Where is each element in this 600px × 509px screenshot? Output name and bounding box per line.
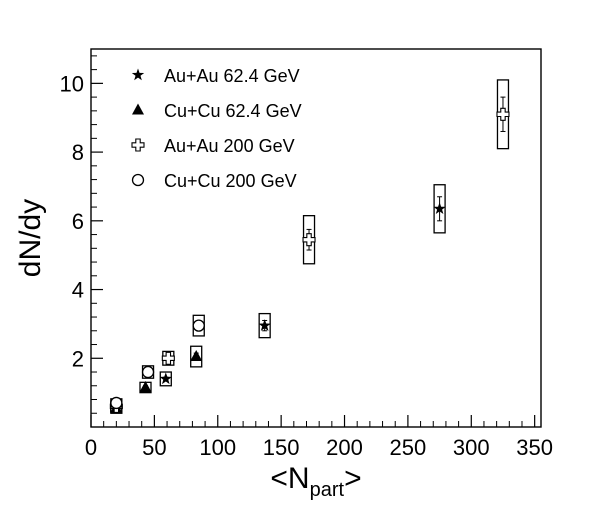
- data-point-s1-p2: [190, 345, 203, 368]
- marker-s3-p1: [141, 365, 155, 379]
- legend-marker-3: [131, 173, 145, 187]
- data-point-s3-p2: [192, 314, 205, 337]
- legend-label-2: Au+Au 200 GeV: [164, 136, 295, 156]
- legend-marker-0: [131, 68, 145, 81]
- data-point-s2-p1: [161, 350, 175, 366]
- sys-error-box-s0-p3: [433, 184, 446, 234]
- x-tick-label-2: 100: [199, 435, 236, 460]
- data-point-s3-p0: [110, 396, 123, 410]
- legend-label-1: Cu+Cu 62.4 GeV: [164, 101, 302, 121]
- x-axis-title-main: <N: [270, 462, 309, 495]
- legend-label-3: Cu+Cu 200 GeV: [164, 171, 297, 191]
- data-point-s2-p2: [302, 215, 316, 265]
- marker-s0-p2: [258, 319, 271, 331]
- sys-error-box-s0-p1: [159, 371, 172, 387]
- x-axis-title-subscript: part: [310, 479, 345, 501]
- y-tick-label-3: 8: [72, 140, 84, 165]
- x-tick-label-5: 250: [390, 435, 427, 460]
- x-tick-label-7: 350: [516, 435, 553, 460]
- legend-label-0: Au+Au 62.4 GeV: [164, 66, 300, 86]
- marker-s3-p2: [192, 319, 205, 332]
- data-point-s3-p1: [141, 365, 155, 379]
- data-layer: [109, 79, 510, 414]
- x-tick-label-4: 200: [326, 435, 363, 460]
- marker-s2-p3: [496, 107, 510, 121]
- y-tick-label-2: 6: [72, 209, 84, 234]
- sys-error-box-s1-p2: [190, 345, 203, 368]
- x-tick-label-0: 0: [85, 435, 97, 460]
- x-tick-label-6: 300: [453, 435, 490, 460]
- data-point-s1-p1: [139, 380, 152, 394]
- marker-s3-p0: [110, 396, 123, 410]
- x-tick-label-3: 150: [263, 435, 300, 460]
- ticks-layer: 0 50 100 150 200 250 300 350 2 4 6 8 10: [60, 55, 553, 460]
- y-tick-label-1: 4: [72, 278, 84, 303]
- data-point-s0-p1: [159, 371, 172, 387]
- legend: Au+Au 62.4 GeV Cu+Cu 62.4 GeV Au+Au 200 Ge…: [131, 66, 302, 191]
- legend-marker-2: [131, 138, 145, 152]
- data-point-s2-p3: [496, 79, 510, 150]
- data-point-s0-p3: [433, 184, 446, 234]
- plot-frame: [90, 48, 542, 428]
- sys-error-box-s0-p2: [258, 312, 271, 339]
- y-tick-label-0: 2: [72, 346, 84, 371]
- marker-s0-p3: [433, 202, 446, 215]
- marker-s2-p1: [161, 351, 175, 365]
- marker-s1-p1: [139, 380, 152, 392]
- y-tick-label-4: 10: [60, 71, 84, 96]
- marker-s1-p2: [190, 350, 203, 362]
- legend-marker-1: [132, 103, 144, 115]
- y-axis-title: dN/dy: [14, 199, 47, 277]
- x-tick-label-1: 50: [142, 435, 166, 460]
- marker-s2-p2: [302, 233, 316, 247]
- marker-s0-p1: [159, 372, 172, 385]
- x-axis-title: <Npart>: [270, 462, 361, 501]
- x-axis-title-suffix: >: [344, 462, 362, 495]
- data-point-s0-p2: [258, 312, 271, 339]
